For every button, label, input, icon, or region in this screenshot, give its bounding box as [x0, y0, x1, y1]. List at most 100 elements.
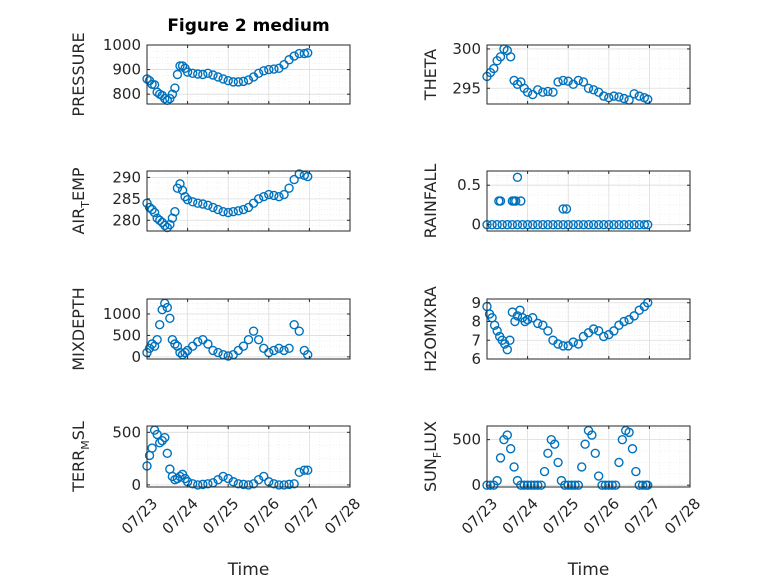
- data-point: [279, 480, 289, 490]
- data-point: [203, 339, 213, 349]
- data-point: [614, 219, 624, 230]
- data-point: [182, 67, 193, 77]
- y-tick-label: 900: [112, 61, 141, 79]
- x-tick-label: 07/26: [580, 495, 623, 538]
- axes-box: [486, 298, 691, 360]
- data-point: [527, 219, 538, 230]
- data-point: [180, 347, 190, 358]
- data-point: [218, 207, 228, 217]
- data-point: [583, 83, 594, 93]
- data-point: [208, 202, 218, 213]
- y-axis-label: H2OMIXRA: [421, 286, 440, 372]
- data-point: [238, 479, 249, 490]
- data-point: [568, 219, 578, 230]
- y-axis-label-subscript: T: [79, 201, 92, 209]
- data-point: [303, 171, 313, 182]
- data-point: [609, 91, 619, 101]
- subplot-rainfall: 0 0.5 RAINFALL: [421, 164, 691, 238]
- data-point: [167, 89, 178, 99]
- data-series: [142, 48, 313, 106]
- data-point: [162, 222, 173, 233]
- data-point: [553, 77, 563, 87]
- data-point: [253, 68, 264, 78]
- data-point: [160, 220, 170, 231]
- data-point: [533, 480, 543, 490]
- data-point: [175, 61, 185, 71]
- y-axis-label: AIRTEMP: [69, 167, 92, 234]
- y-tick-label: 0: [471, 476, 481, 494]
- y-tick-label: 1000: [103, 36, 141, 54]
- data-point: [619, 219, 629, 230]
- data-point: [269, 64, 279, 74]
- data-point: [593, 219, 604, 230]
- data-point: [583, 219, 594, 230]
- data-point: [643, 94, 653, 104]
- y-axis-label: MIXDEPTH: [69, 287, 88, 370]
- y-tick-label: 0.5: [457, 176, 481, 194]
- data-point: [643, 480, 653, 490]
- data-point: [573, 219, 584, 230]
- data-point: [509, 462, 519, 472]
- data-point: [172, 69, 183, 80]
- data-point: [570, 480, 580, 490]
- data-point: [599, 219, 609, 230]
- data-point: [505, 335, 515, 345]
- data-point: [198, 199, 208, 209]
- data-point: [553, 457, 563, 468]
- data-point: [233, 206, 244, 216]
- plot-area: [487, 45, 690, 104]
- data-point: [253, 474, 264, 485]
- data-point: [516, 480, 526, 490]
- data-point: [600, 480, 611, 490]
- data-point: [259, 192, 269, 202]
- data-point: [619, 93, 629, 104]
- data-point: [614, 457, 624, 468]
- data-point: [593, 471, 604, 481]
- data-point: [203, 68, 213, 78]
- data-point: [558, 204, 568, 214]
- data-point: [223, 207, 233, 218]
- y-axis-label-rest: LUX: [421, 421, 440, 452]
- data-point: [193, 198, 203, 208]
- data-point: [294, 467, 304, 477]
- data-point: [180, 192, 190, 202]
- data-point: [505, 52, 516, 62]
- data-point: [512, 311, 523, 321]
- data-point: [588, 85, 599, 95]
- data-point: [193, 480, 203, 490]
- x-tick-label: 07/23: [118, 495, 161, 538]
- axes-box: [146, 425, 351, 488]
- data-point: [553, 219, 563, 230]
- data-point: [527, 89, 538, 100]
- y-tick-label: 0: [471, 216, 481, 234]
- data-point: [238, 204, 249, 215]
- data-point: [228, 477, 238, 487]
- data-point: [553, 339, 563, 349]
- data-point: [274, 480, 284, 490]
- data-point: [549, 439, 560, 449]
- data-point: [182, 195, 193, 205]
- x-tick-label: 07/23: [458, 495, 501, 538]
- data-point: [218, 74, 228, 84]
- data-point: [563, 76, 573, 86]
- x-tick-label: 07/28: [321, 495, 364, 538]
- data-point: [627, 444, 638, 454]
- y-tick-label: 500: [452, 431, 481, 449]
- data-point: [629, 89, 639, 99]
- data-point: [144, 202, 155, 213]
- data-point: [154, 438, 165, 448]
- data-point: [187, 479, 198, 489]
- data-point: [522, 314, 533, 325]
- data-point: [294, 326, 304, 336]
- data-point: [522, 87, 533, 97]
- data-point: [203, 200, 213, 210]
- y-axis-label-rest: EMP: [69, 167, 88, 201]
- data-point: [502, 430, 512, 440]
- data-point: [177, 61, 188, 71]
- data-point: [566, 480, 577, 490]
- data-point: [269, 345, 279, 356]
- data-point: [238, 76, 249, 87]
- data-point: [588, 324, 599, 334]
